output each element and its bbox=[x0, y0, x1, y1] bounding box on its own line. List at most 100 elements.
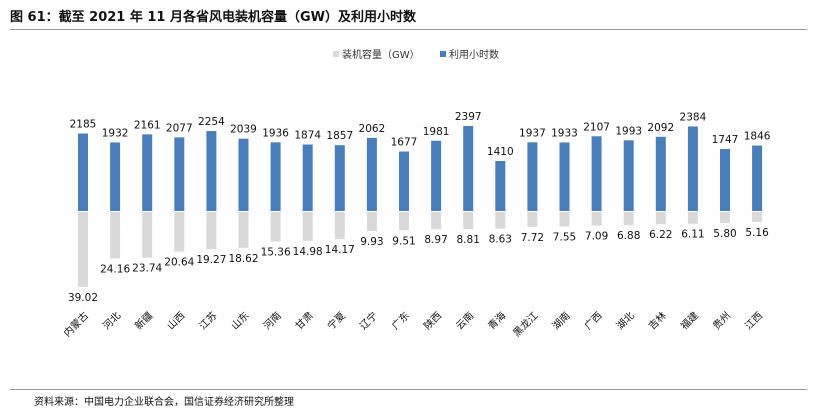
category-label: 云南 bbox=[453, 309, 476, 332]
hours-bar bbox=[174, 137, 185, 211]
capacity-value-label: 18.62 bbox=[228, 253, 258, 265]
category-label: 新疆 bbox=[132, 309, 155, 332]
capacity-bar bbox=[591, 212, 602, 226]
capacity-bar bbox=[399, 212, 409, 231]
capacity-bar bbox=[270, 212, 281, 242]
hours-value-label: 1936 bbox=[262, 127, 289, 139]
legend-swatch bbox=[440, 51, 446, 57]
capacity-value-label: 14.17 bbox=[325, 244, 355, 256]
capacity-value-label: 8.81 bbox=[457, 234, 480, 246]
hours-bar bbox=[655, 136, 666, 211]
category-label: 福建 bbox=[678, 309, 701, 332]
capacity-bar bbox=[174, 212, 185, 252]
capacity-value-label: 8.63 bbox=[489, 234, 512, 246]
hours-value-label: 1993 bbox=[615, 125, 642, 137]
hours-bars bbox=[78, 126, 763, 211]
capacity-bar bbox=[687, 212, 698, 224]
hours-bar bbox=[720, 149, 730, 211]
hours-bar bbox=[238, 138, 249, 211]
hours-value-label: 2107 bbox=[583, 121, 610, 133]
category-label: 辽宁 bbox=[357, 309, 380, 332]
category-label: 山东 bbox=[228, 309, 251, 332]
capacity-value-label: 7.09 bbox=[585, 231, 608, 243]
capacity-bar bbox=[623, 212, 634, 226]
hours-value-label: 1937 bbox=[519, 127, 546, 139]
hours-bar bbox=[591, 136, 602, 211]
hours-value-label: 2397 bbox=[455, 111, 482, 123]
legend-swatch bbox=[333, 51, 339, 57]
category-label: 黑龙江 bbox=[510, 309, 540, 339]
category-label: 宁夏 bbox=[325, 309, 348, 332]
hours-value-label: 2077 bbox=[166, 122, 193, 134]
hours-bar bbox=[527, 142, 538, 211]
category-label: 河北 bbox=[101, 310, 124, 333]
hours-value-label: 1981 bbox=[423, 126, 450, 138]
capacity-value-label: 19.27 bbox=[196, 254, 226, 266]
capacity-value-label: 8.97 bbox=[424, 234, 447, 246]
hours-bar bbox=[142, 134, 153, 211]
capacity-value-label: 15.36 bbox=[261, 247, 291, 259]
hours-value-label: 1677 bbox=[391, 137, 418, 149]
hours-bar bbox=[752, 145, 763, 211]
capacity-bar bbox=[334, 212, 345, 240]
capacity-bar bbox=[110, 212, 121, 259]
hours-value-label: 2254 bbox=[198, 116, 225, 128]
category-label: 湖北 bbox=[614, 310, 637, 333]
hours-bar bbox=[270, 142, 281, 211]
category-label: 广东 bbox=[389, 309, 412, 332]
legend-label: 装机容量（GW） bbox=[342, 48, 420, 61]
hours-bar bbox=[463, 126, 474, 211]
capacity-value-label: 14.98 bbox=[293, 246, 323, 258]
category-label: 陕西 bbox=[421, 309, 444, 332]
hours-value-label: 1933 bbox=[551, 127, 578, 139]
capacity-bar bbox=[431, 212, 442, 230]
capacity-bars bbox=[78, 212, 763, 287]
hours-value-label: 2039 bbox=[230, 124, 257, 136]
hours-bar bbox=[110, 142, 121, 211]
category-label: 河南 bbox=[260, 309, 283, 332]
capacity-value-label: 5.16 bbox=[745, 227, 769, 239]
capacity-value-label: 6.11 bbox=[681, 229, 704, 241]
hours-bar bbox=[431, 140, 442, 211]
category-label: 江西 bbox=[743, 310, 766, 333]
capacity-value-label: 24.16 bbox=[100, 263, 130, 275]
category-label: 青海 bbox=[485, 309, 508, 332]
hours-bar bbox=[334, 145, 345, 211]
source-note: 资料来源：中国电力企业联合会，国信证券经济研究所整理 bbox=[34, 397, 294, 408]
category-label: 山西 bbox=[165, 310, 188, 333]
hours-value-label: 1747 bbox=[712, 134, 739, 146]
capacity-value-label: 6.22 bbox=[649, 229, 672, 241]
category-label: 江苏 bbox=[196, 309, 219, 332]
category-label: 内蒙古 bbox=[61, 309, 91, 339]
capacity-bar bbox=[238, 212, 249, 248]
category-labels: 内蒙古 河北 新疆 山西 江苏 山东 河南 甘肃 宁夏 辽宁 广东 陕西 云南 青海 黑龙江 湖南 广西 湖北 吉林… bbox=[61, 309, 766, 339]
capacity-value-label: 20.64 bbox=[164, 257, 194, 269]
legend-label: 利用小时数 bbox=[449, 48, 499, 61]
hours-bar bbox=[559, 142, 570, 211]
hours-bar bbox=[206, 131, 217, 211]
capacity-bar bbox=[752, 212, 763, 222]
capacity-value-label: 6.88 bbox=[617, 230, 640, 242]
chart-legend: 装机容量（GW） 利用小时数 bbox=[333, 48, 499, 61]
category-label: 广西 bbox=[582, 310, 605, 333]
hours-value-label: 2062 bbox=[359, 123, 386, 135]
title-divider bbox=[10, 29, 807, 30]
hours-bar bbox=[623, 140, 634, 211]
hours-value-label: 1857 bbox=[326, 130, 353, 142]
hours-value-label: 1874 bbox=[294, 130, 321, 142]
capacity-value-label: 9.51 bbox=[392, 235, 415, 247]
capacity-bar bbox=[495, 212, 506, 229]
category-label: 吉林 bbox=[646, 309, 669, 332]
category-label: 湖南 bbox=[549, 309, 572, 332]
capacity-bar bbox=[206, 212, 217, 250]
hours-bar bbox=[302, 144, 313, 211]
hours-value-label: 1410 bbox=[487, 146, 514, 158]
hours-bar bbox=[495, 161, 506, 211]
hours-bar bbox=[78, 133, 88, 211]
capacity-bar bbox=[655, 212, 666, 224]
capacity-bar bbox=[302, 212, 313, 241]
hours-value-label: 2384 bbox=[680, 111, 707, 123]
capacity-value-label: 7.55 bbox=[553, 232, 576, 244]
capacity-bar bbox=[142, 212, 153, 258]
category-label: 甘肃 bbox=[292, 309, 315, 332]
